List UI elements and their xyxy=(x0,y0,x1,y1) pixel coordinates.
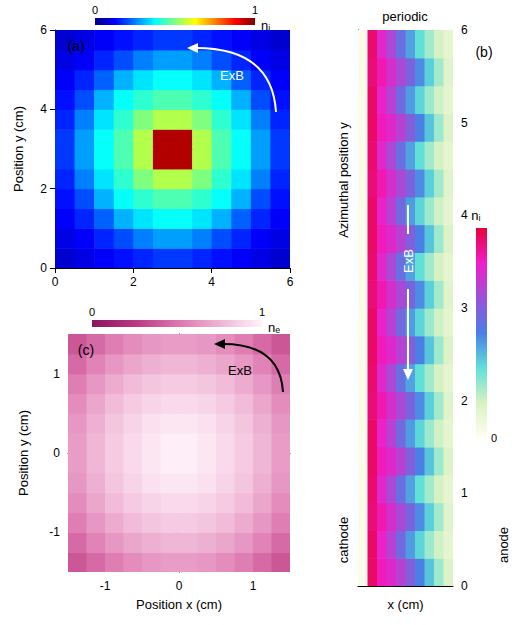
svg-text:periodic: periodic xyxy=(382,9,428,24)
svg-text:4: 4 xyxy=(40,102,47,116)
svg-text:2: 2 xyxy=(40,182,47,196)
svg-text:nₑ: nₑ xyxy=(268,320,280,335)
svg-text:-1: -1 xyxy=(49,525,60,539)
svg-text:ExB: ExB xyxy=(220,68,244,83)
svg-text:6: 6 xyxy=(287,275,294,289)
svg-text:Position x (cm): Position x (cm) xyxy=(136,597,222,612)
svg-text:ExB: ExB xyxy=(228,363,252,378)
svg-text:0: 0 xyxy=(92,4,98,16)
svg-text:ExB: ExB xyxy=(401,249,416,273)
svg-text:1: 1 xyxy=(252,4,258,16)
svg-text:(c): (c) xyxy=(78,342,94,358)
svg-text:5: 5 xyxy=(461,116,468,130)
svg-text:6: 6 xyxy=(461,23,468,37)
svg-text:nᵢ: nᵢ xyxy=(261,17,271,33)
svg-text:0: 0 xyxy=(40,261,47,275)
svg-text:0: 0 xyxy=(491,432,497,444)
svg-text:anode: anode xyxy=(496,527,511,563)
svg-text:0: 0 xyxy=(461,579,468,593)
svg-text:2: 2 xyxy=(461,394,468,408)
svg-text:2: 2 xyxy=(130,275,137,289)
svg-text:6: 6 xyxy=(40,23,47,37)
svg-text:nᵢ: nᵢ xyxy=(471,208,480,223)
svg-text:0: 0 xyxy=(89,306,95,318)
svg-text:1: 1 xyxy=(461,486,468,500)
svg-text:Azimuthal position y: Azimuthal position y xyxy=(336,122,351,238)
svg-text:cathode: cathode xyxy=(336,517,351,563)
svg-text:3: 3 xyxy=(461,301,468,315)
svg-text:0: 0 xyxy=(176,579,183,593)
svg-text:x (cm): x (cm) xyxy=(387,597,423,612)
svg-text:1: 1 xyxy=(259,306,265,318)
svg-text:4: 4 xyxy=(461,208,468,222)
svg-text:0: 0 xyxy=(52,275,59,289)
svg-text:Position y (cm): Position y (cm) xyxy=(16,410,31,496)
svg-text:1: 1 xyxy=(250,579,257,593)
svg-text:1: 1 xyxy=(53,367,60,381)
svg-text:Position y (cm): Position y (cm) xyxy=(11,106,26,192)
svg-text:(a): (a) xyxy=(67,38,84,54)
svg-text:0: 0 xyxy=(53,446,60,460)
svg-text:4: 4 xyxy=(208,275,215,289)
svg-text:-1: -1 xyxy=(100,579,111,593)
svg-text:(b): (b) xyxy=(475,44,492,60)
